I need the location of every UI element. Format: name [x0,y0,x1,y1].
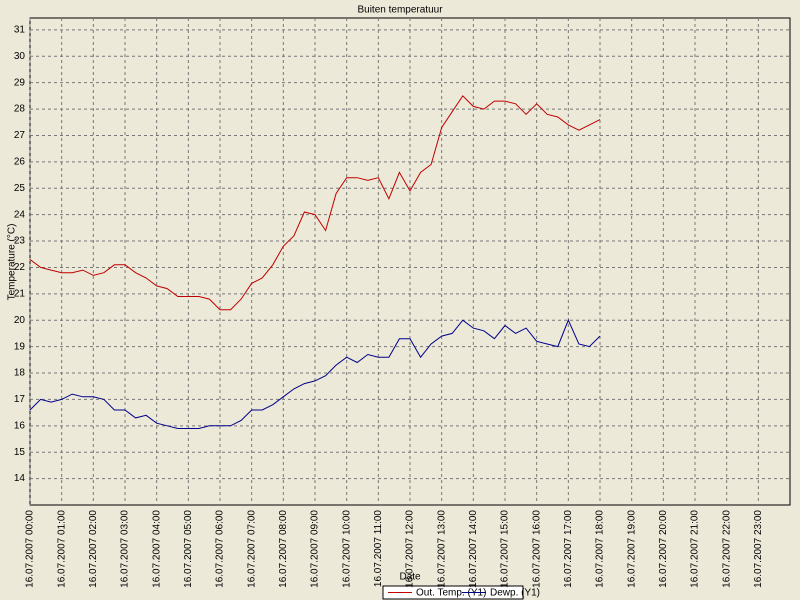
x-tick-label: 16.07.2007 05:00 [183,510,194,588]
x-tick-label: 16.07.2007 07:00 [246,510,257,588]
y-tick-label: 27 [14,130,26,141]
x-tick-label: 16.07.2007 22:00 [721,510,732,588]
x-tick-label: 16.07.2007 15:00 [500,510,511,588]
chart-title: Buiten temperatuur [357,5,443,16]
x-tick-label: 16.07.2007 02:00 [88,510,99,588]
x-tick-label: 16.07.2007 03:00 [120,510,131,588]
y-tick-label: 16 [14,420,26,431]
x-tick-label: 16.07.2007 12:00 [405,510,416,588]
x-tick-label: 16.07.2007 06:00 [215,510,226,588]
x-tick-label: 16.07.2007 18:00 [595,510,606,588]
x-tick-label: 16.07.2007 16:00 [531,510,542,588]
x-tick-label: 16.07.2007 10:00 [341,510,352,588]
x-tick-label: 16.07.2007 14:00 [468,510,479,588]
y-tick-label: 26 [14,156,26,167]
x-tick-label: 16.07.2007 00:00 [25,510,36,588]
x-tick-label: 16.07.2007 19:00 [626,510,637,588]
x-tick-label: 16.07.2007 17:00 [563,510,574,588]
x-tick-label: 16.07.2007 23:00 [753,510,764,588]
series-line [29,95,601,311]
x-tick-label: 16.07.2007 13:00 [436,510,447,588]
x-axis-label: Date [399,572,421,583]
y-tick-label: 14 [14,473,26,484]
y-tick-label: 21 [14,288,26,299]
x-tick-label: 16.07.2007 11:00 [373,510,384,588]
y-tick-label: 17 [14,394,26,405]
x-tick-label: 16.07.2007 08:00 [278,510,289,588]
x-tick-label: 16.07.2007 21:00 [690,510,701,588]
legend-box [382,585,524,600]
x-tick-label: 16.07.2007 20:00 [658,510,669,588]
y-tick-label: 30 [14,51,26,62]
legend-label: Dewp. (Y1) [490,588,540,599]
series-line [29,318,601,429]
y-tick-label: 31 [14,25,26,36]
y-axis-label: Temperature (°C) [7,224,18,301]
y-tick-label: 15 [14,447,26,458]
y-tick-label: 22 [14,262,26,273]
y-tick-label: 23 [14,236,26,247]
y-tick-label: 20 [14,315,26,326]
x-tick-label: 16.07.2007 09:00 [310,510,321,588]
x-tick-label: 16.07.2007 04:00 [151,510,162,588]
y-tick-label: 25 [14,183,26,194]
legend-label: Out. Temp. (Y1) [416,588,486,599]
y-tick-label: 29 [14,77,26,88]
y-tick-label: 28 [14,104,26,115]
y-tick-label: 18 [14,368,26,379]
y-tick-label: 24 [14,209,26,220]
y-tick-label: 19 [14,341,26,352]
x-tick-label: 16.07.2007 01:00 [56,510,67,588]
